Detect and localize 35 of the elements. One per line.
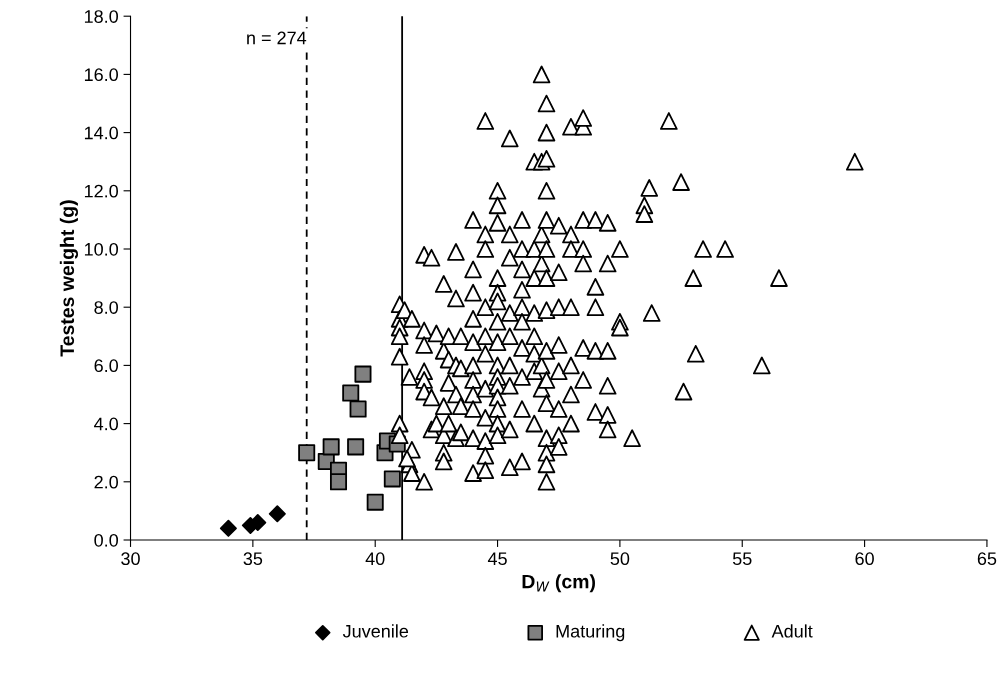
legend-label: Maturing	[556, 624, 625, 642]
y-tick-label: 14.0	[84, 126, 119, 140]
y-axis-title: Testes weight (g)	[59, 200, 79, 357]
x-tick-label: 65	[977, 552, 997, 566]
y-tick-label: 16.0	[84, 68, 119, 82]
y-tick-label: 2.0	[94, 475, 119, 489]
point	[268, 505, 286, 523]
point	[366, 493, 384, 511]
legend-label: Adult	[771, 624, 813, 638]
point	[342, 384, 360, 402]
x-tick-label: 35	[243, 552, 263, 566]
x-tick-label: 30	[121, 552, 140, 566]
y-tick-label: 6.0	[94, 359, 119, 373]
y-tick-label: 4.0	[94, 417, 119, 431]
point	[347, 438, 365, 456]
x-tick-label: 50	[610, 552, 630, 566]
y-tick-label: 8.0	[94, 301, 119, 314]
y-tick-label: 10.0	[84, 242, 119, 256]
legend-label: Juvenile	[342, 624, 409, 638]
x-tick-label: 55	[732, 552, 752, 566]
point	[219, 519, 237, 537]
point	[354, 365, 372, 383]
point	[322, 438, 340, 456]
x-tick-label: 40	[365, 552, 385, 566]
x-axis-title: D$_{W}$ (cm)	[522, 574, 595, 593]
x-tick-label: 45	[487, 552, 507, 566]
y-tick-label: 18.0	[84, 10, 119, 23]
point	[298, 444, 316, 462]
annotation: n = 274	[247, 31, 307, 45]
point	[383, 470, 401, 488]
x-tick-label: 60	[855, 552, 874, 566]
y-tick-label: 0.0	[94, 533, 119, 547]
point	[349, 400, 367, 418]
y-tick-label: 12.0	[84, 184, 119, 198]
point	[329, 473, 348, 491]
